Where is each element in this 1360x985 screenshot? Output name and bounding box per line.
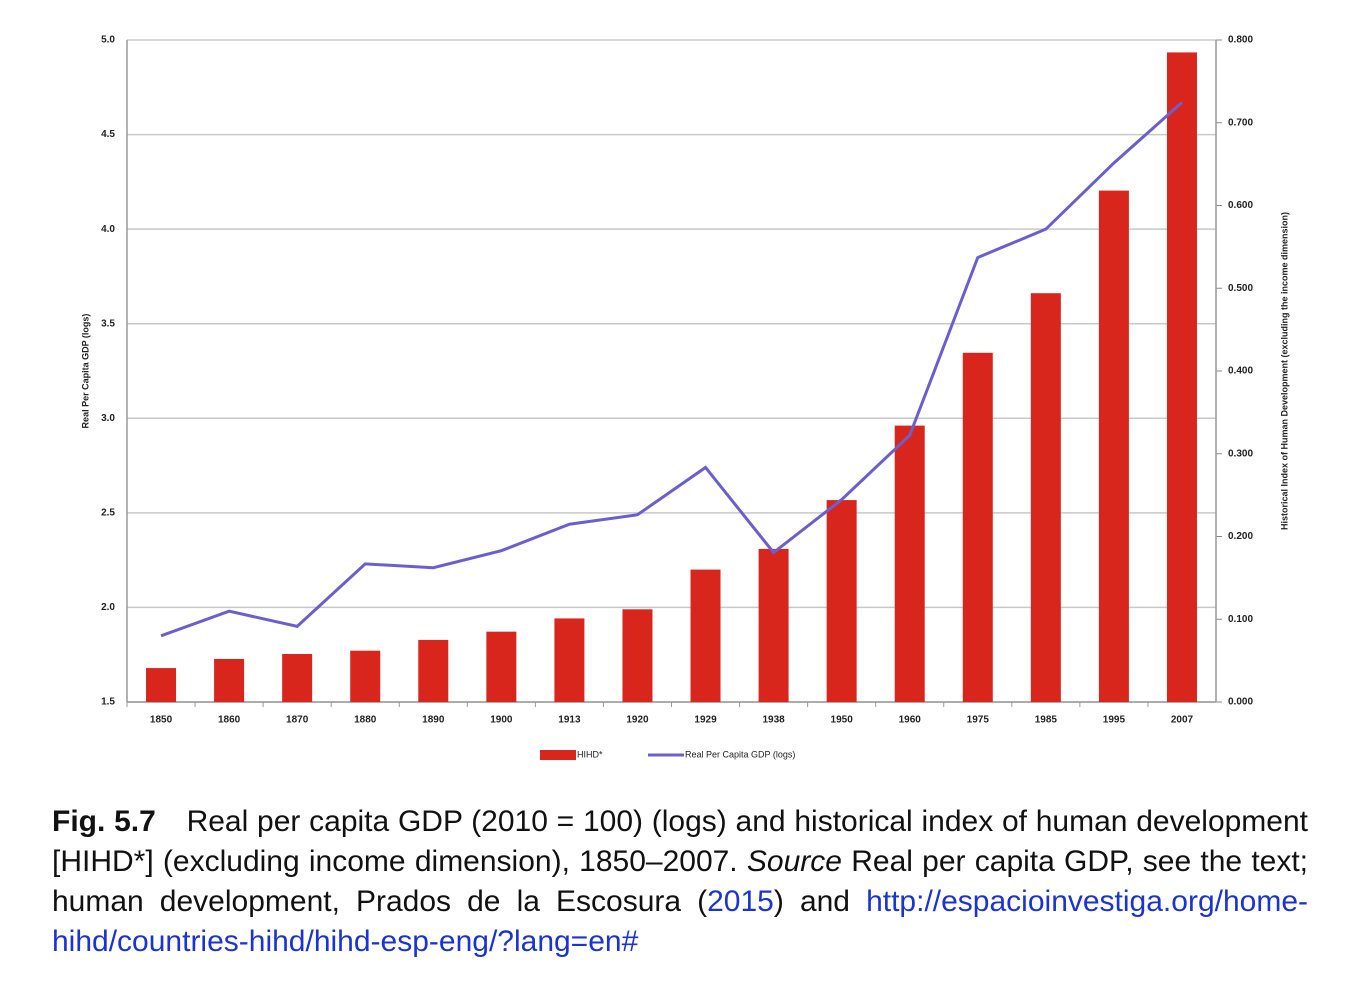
x-tick-label: 1929 — [694, 715, 717, 726]
bar — [758, 548, 789, 702]
x-tick-label: 2007 — [1171, 715, 1194, 726]
bar — [1030, 293, 1061, 702]
bar — [622, 609, 653, 702]
bar — [826, 500, 857, 702]
y2-tick-label: 0.800 — [1228, 35, 1253, 46]
chart: 1.5 2.0 2.5 3.0 3.5 4.0 4.5 5.0 0.000 0.100 0.200 0… — [80, 35, 1289, 760]
source-end: ) and — [773, 885, 850, 918]
x-tick-label: 1960 — [899, 715, 922, 726]
caption-text: Real per capita GDP (2010 = 100) (logs) … — [52, 805, 1309, 878]
y-tick-label: 1.5 — [101, 697, 115, 708]
bar — [418, 639, 449, 702]
reference-link[interactable]: 2015 — [707, 885, 774, 918]
x-tick-label: 1850 — [150, 715, 173, 726]
x-tick-label: 1950 — [831, 715, 854, 726]
x-tick-label: 1900 — [490, 715, 513, 726]
x-tick-label: 1860 — [218, 715, 241, 726]
bar — [1098, 190, 1129, 703]
y-tick-label: 2.5 — [101, 507, 115, 518]
legend-label: HIHD* — [577, 749, 603, 759]
x-tick-label: 1985 — [1035, 715, 1058, 726]
y-tick-label: 5.0 — [101, 35, 115, 46]
y2-axis-title: Historical Index of Human Development (e… — [1279, 212, 1289, 530]
x-tick-label: 1920 — [626, 715, 649, 726]
y2-tick-label: 0.000 — [1228, 697, 1253, 708]
y-tick-label: 3.5 — [101, 318, 115, 329]
y-tick-label: 4.0 — [101, 224, 115, 235]
x-tick-label: 1880 — [354, 715, 377, 726]
y-axis-title: Real Per Capita GDP (logs) — [80, 314, 90, 429]
y2-tick-label: 0.700 — [1228, 117, 1253, 128]
bar — [486, 631, 517, 702]
bar — [554, 618, 585, 702]
y2-tick-label: 0.500 — [1228, 283, 1253, 294]
bar — [690, 569, 721, 702]
y2-tick-label: 0.300 — [1228, 448, 1253, 459]
x-tick-label: 1938 — [762, 715, 785, 726]
x-tick-label: 1890 — [422, 715, 445, 726]
source-text: Real per capita GDP, see the text; human… — [52, 845, 1309, 918]
bar — [350, 650, 381, 702]
bar — [282, 654, 313, 702]
y-tick-label: 4.5 — [101, 129, 115, 140]
y-tick-label: 2.0 — [101, 602, 115, 613]
x-tick-label: 1913 — [558, 715, 581, 726]
bar — [214, 658, 245, 702]
bar — [962, 352, 993, 702]
bar — [1166, 52, 1197, 703]
figure-label: Fig. 5.7 — [52, 805, 156, 838]
url-link[interactable]: http://espacioinvestiga.org/home-hihd/co… — [52, 885, 1308, 958]
source-label: Source — [746, 845, 842, 878]
x-tick-label: 1975 — [967, 715, 990, 726]
line — [160, 101, 1183, 638]
y2-tick-label: 0.600 — [1228, 200, 1253, 211]
bar — [146, 668, 177, 702]
y-tick-label: 3.0 — [101, 413, 115, 424]
bar — [894, 425, 925, 702]
legend-label: Real Per Capita GDP (logs) — [685, 749, 795, 759]
y2-tick-label: 0.400 — [1228, 366, 1253, 377]
y2-tick-label: 0.100 — [1228, 614, 1253, 625]
figure-caption: Fig. 5.7 Real per capita GDP (2010 = 100… — [52, 802, 1308, 962]
x-tick-label: 1870 — [286, 715, 309, 726]
x-tick-label: 1995 — [1103, 715, 1126, 726]
legend-swatch — [540, 750, 576, 760]
y2-tick-label: 0.200 — [1228, 531, 1253, 542]
